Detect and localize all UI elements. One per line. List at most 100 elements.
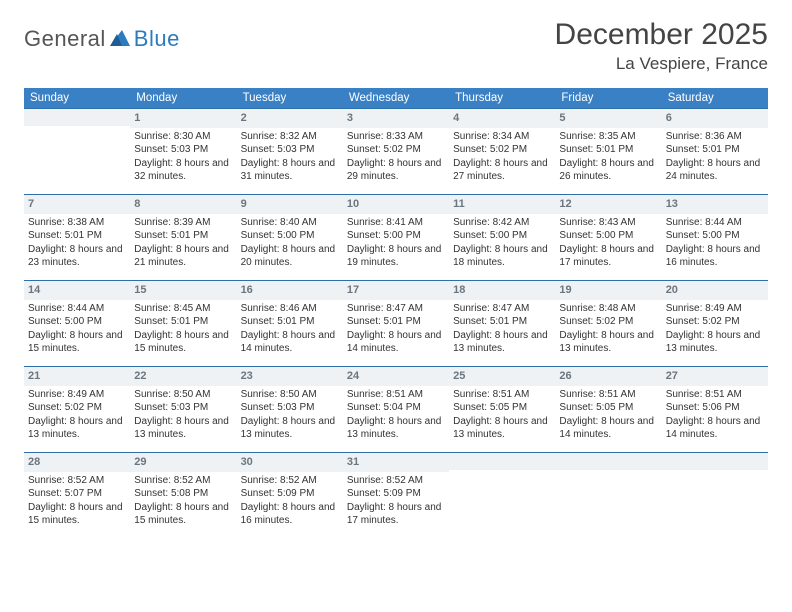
day-number: 7	[24, 194, 130, 214]
calendar-cell: 28Sunrise: 8:52 AMSunset: 5:07 PMDayligh…	[24, 452, 130, 538]
day-number: 29	[130, 452, 236, 472]
day-number: 23	[237, 366, 343, 386]
sunset-text: Sunset: 5:03 PM	[134, 401, 232, 415]
logo: General Blue	[24, 18, 180, 52]
empty-day-bar	[555, 452, 661, 470]
day-details: Sunrise: 8:52 AMSunset: 5:09 PMDaylight:…	[343, 474, 449, 534]
day-details: Sunrise: 8:44 AMSunset: 5:00 PMDaylight:…	[24, 302, 130, 362]
daylight-text: Daylight: 8 hours and 26 minutes.	[559, 157, 657, 184]
title-block: December 2025 La Vespiere, France	[555, 18, 768, 74]
sunset-text: Sunset: 5:01 PM	[134, 315, 232, 329]
sunrise-text: Sunrise: 8:51 AM	[559, 388, 657, 402]
day-number: 10	[343, 194, 449, 214]
daylight-text: Daylight: 8 hours and 13 minutes.	[28, 415, 126, 442]
sunset-text: Sunset: 5:01 PM	[134, 229, 232, 243]
daylight-text: Daylight: 8 hours and 15 minutes.	[28, 329, 126, 356]
day-number: 16	[237, 280, 343, 300]
sunset-text: Sunset: 5:03 PM	[241, 143, 339, 157]
daylight-text: Daylight: 8 hours and 14 minutes.	[241, 329, 339, 356]
sunset-text: Sunset: 5:05 PM	[559, 401, 657, 415]
calendar-cell: 26Sunrise: 8:51 AMSunset: 5:05 PMDayligh…	[555, 366, 661, 452]
sunset-text: Sunset: 5:02 PM	[28, 401, 126, 415]
daylight-text: Daylight: 8 hours and 19 minutes.	[347, 243, 445, 270]
calendar-cell	[662, 452, 768, 538]
day-number: 14	[24, 280, 130, 300]
calendar-week-row: 1Sunrise: 8:30 AMSunset: 5:03 PMDaylight…	[24, 108, 768, 194]
daylight-text: Daylight: 8 hours and 32 minutes.	[134, 157, 232, 184]
sunset-text: Sunset: 5:02 PM	[559, 315, 657, 329]
daylight-text: Daylight: 8 hours and 16 minutes.	[666, 243, 764, 270]
day-details: Sunrise: 8:43 AMSunset: 5:00 PMDaylight:…	[555, 216, 661, 276]
day-details: Sunrise: 8:49 AMSunset: 5:02 PMDaylight:…	[662, 302, 768, 362]
calendar-cell: 21Sunrise: 8:49 AMSunset: 5:02 PMDayligh…	[24, 366, 130, 452]
day-number: 18	[449, 280, 555, 300]
sunset-text: Sunset: 5:02 PM	[666, 315, 764, 329]
sunset-text: Sunset: 5:00 PM	[666, 229, 764, 243]
sunset-text: Sunset: 5:01 PM	[241, 315, 339, 329]
sunset-text: Sunset: 5:01 PM	[666, 143, 764, 157]
calendar-cell: 24Sunrise: 8:51 AMSunset: 5:04 PMDayligh…	[343, 366, 449, 452]
sunrise-text: Sunrise: 8:46 AM	[241, 302, 339, 316]
sunset-text: Sunset: 5:00 PM	[28, 315, 126, 329]
day-number: 30	[237, 452, 343, 472]
day-number: 5	[555, 108, 661, 128]
calendar-cell	[449, 452, 555, 538]
weekday-header-row: Sunday Monday Tuesday Wednesday Thursday…	[24, 88, 768, 108]
sunrise-text: Sunrise: 8:34 AM	[453, 130, 551, 144]
day-number: 6	[662, 108, 768, 128]
sunset-text: Sunset: 5:01 PM	[453, 315, 551, 329]
day-details: Sunrise: 8:30 AMSunset: 5:03 PMDaylight:…	[130, 130, 236, 190]
sunset-text: Sunset: 5:00 PM	[453, 229, 551, 243]
sunrise-text: Sunrise: 8:30 AM	[134, 130, 232, 144]
calendar-week-row: 21Sunrise: 8:49 AMSunset: 5:02 PMDayligh…	[24, 366, 768, 452]
sunset-text: Sunset: 5:09 PM	[241, 487, 339, 501]
sunrise-text: Sunrise: 8:44 AM	[28, 302, 126, 316]
day-details: Sunrise: 8:42 AMSunset: 5:00 PMDaylight:…	[449, 216, 555, 276]
weekday-header: Tuesday	[237, 88, 343, 108]
sunrise-text: Sunrise: 8:47 AM	[453, 302, 551, 316]
empty-day-bar	[662, 452, 768, 470]
sunset-text: Sunset: 5:01 PM	[347, 315, 445, 329]
daylight-text: Daylight: 8 hours and 29 minutes.	[347, 157, 445, 184]
day-details: Sunrise: 8:51 AMSunset: 5:05 PMDaylight:…	[555, 388, 661, 448]
sunset-text: Sunset: 5:09 PM	[347, 487, 445, 501]
sunrise-text: Sunrise: 8:41 AM	[347, 216, 445, 230]
calendar-week-row: 7Sunrise: 8:38 AMSunset: 5:01 PMDaylight…	[24, 194, 768, 280]
daylight-text: Daylight: 8 hours and 14 minutes.	[666, 415, 764, 442]
sunset-text: Sunset: 5:07 PM	[28, 487, 126, 501]
logo-text-general: General	[24, 26, 106, 51]
day-details: Sunrise: 8:52 AMSunset: 5:09 PMDaylight:…	[237, 474, 343, 534]
sunrise-text: Sunrise: 8:32 AM	[241, 130, 339, 144]
day-number: 12	[555, 194, 661, 214]
day-details: Sunrise: 8:45 AMSunset: 5:01 PMDaylight:…	[130, 302, 236, 362]
sunrise-text: Sunrise: 8:40 AM	[241, 216, 339, 230]
daylight-text: Daylight: 8 hours and 13 minutes.	[347, 415, 445, 442]
daylight-text: Daylight: 8 hours and 24 minutes.	[666, 157, 764, 184]
location-label: La Vespiere, France	[555, 54, 768, 74]
day-number: 17	[343, 280, 449, 300]
empty-day-bar	[24, 108, 130, 126]
daylight-text: Daylight: 8 hours and 21 minutes.	[134, 243, 232, 270]
sunrise-text: Sunrise: 8:51 AM	[347, 388, 445, 402]
day-details: Sunrise: 8:44 AMSunset: 5:00 PMDaylight:…	[662, 216, 768, 276]
sunrise-text: Sunrise: 8:39 AM	[134, 216, 232, 230]
sunrise-text: Sunrise: 8:50 AM	[134, 388, 232, 402]
sunrise-text: Sunrise: 8:47 AM	[347, 302, 445, 316]
daylight-text: Daylight: 8 hours and 13 minutes.	[559, 329, 657, 356]
page-title: December 2025	[555, 18, 768, 52]
calendar-week-row: 14Sunrise: 8:44 AMSunset: 5:00 PMDayligh…	[24, 280, 768, 366]
calendar-cell: 13Sunrise: 8:44 AMSunset: 5:00 PMDayligh…	[662, 194, 768, 280]
day-details: Sunrise: 8:41 AMSunset: 5:00 PMDaylight:…	[343, 216, 449, 276]
calendar-table: Sunday Monday Tuesday Wednesday Thursday…	[24, 88, 768, 538]
day-details: Sunrise: 8:40 AMSunset: 5:00 PMDaylight:…	[237, 216, 343, 276]
sunrise-text: Sunrise: 8:50 AM	[241, 388, 339, 402]
sunrise-text: Sunrise: 8:51 AM	[666, 388, 764, 402]
calendar-cell: 14Sunrise: 8:44 AMSunset: 5:00 PMDayligh…	[24, 280, 130, 366]
day-number: 31	[343, 452, 449, 472]
calendar-cell: 23Sunrise: 8:50 AMSunset: 5:03 PMDayligh…	[237, 366, 343, 452]
logo-mark-icon	[110, 28, 130, 51]
sunrise-text: Sunrise: 8:43 AM	[559, 216, 657, 230]
day-details: Sunrise: 8:35 AMSunset: 5:01 PMDaylight:…	[555, 130, 661, 190]
sunset-text: Sunset: 5:08 PM	[134, 487, 232, 501]
day-details: Sunrise: 8:38 AMSunset: 5:01 PMDaylight:…	[24, 216, 130, 276]
